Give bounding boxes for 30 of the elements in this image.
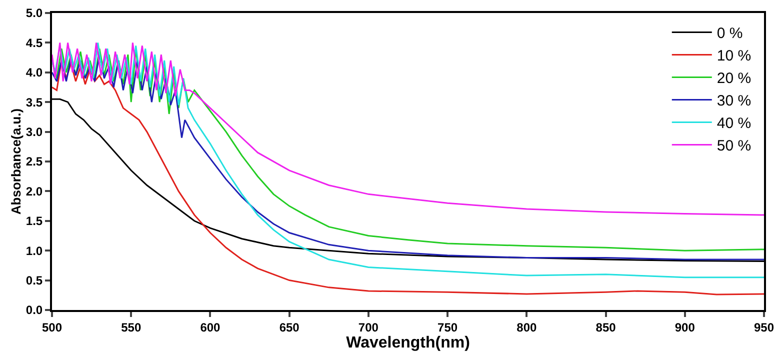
x-tick-label: 550 — [121, 320, 142, 334]
x-tick-label: 900 — [674, 320, 696, 334]
x-tick-label: 750 — [438, 320, 458, 334]
x-tick-label: 700 — [358, 320, 379, 334]
legend-label: 40 % — [716, 115, 752, 132]
y-tick-label: 5.0 — [26, 6, 43, 20]
y-tick-label: 3.5 — [26, 95, 43, 110]
y-tick-label: 2.5 — [26, 154, 43, 169]
legend-label: 10 % — [716, 48, 752, 65]
y-axis-title: Absorbance(a.u.) — [8, 108, 24, 215]
legend-label: 50 % — [716, 138, 752, 155]
y-tick-label: 4.5 — [26, 36, 43, 50]
legend-label: 30 % — [716, 92, 752, 110]
y-tick-label: 2.0 — [26, 184, 43, 198]
y-tick-label: 1.0 — [26, 244, 43, 258]
y-tick-label: 4.0 — [26, 66, 43, 80]
x-tick-label: 950 — [754, 320, 774, 334]
x-tick-label: 850 — [596, 320, 616, 334]
legend-label: 0 % — [716, 25, 743, 42]
y-tick-label: 0.0 — [26, 303, 43, 318]
x-tick-label: 650 — [279, 320, 300, 334]
x-tick-label: 600 — [200, 320, 221, 334]
legend-label: 20 % — [716, 70, 752, 88]
y-tick-label: 1.5 — [26, 214, 43, 228]
x-tick-label: 500 — [42, 320, 62, 334]
line-series — [52, 42, 764, 216]
x-tick-label: 800 — [516, 320, 537, 334]
x-axis-title: Wavelength(nm) — [346, 334, 470, 352]
y-tick-label: 3.0 — [26, 125, 43, 139]
y-tick-label: 0.5 — [26, 274, 43, 288]
